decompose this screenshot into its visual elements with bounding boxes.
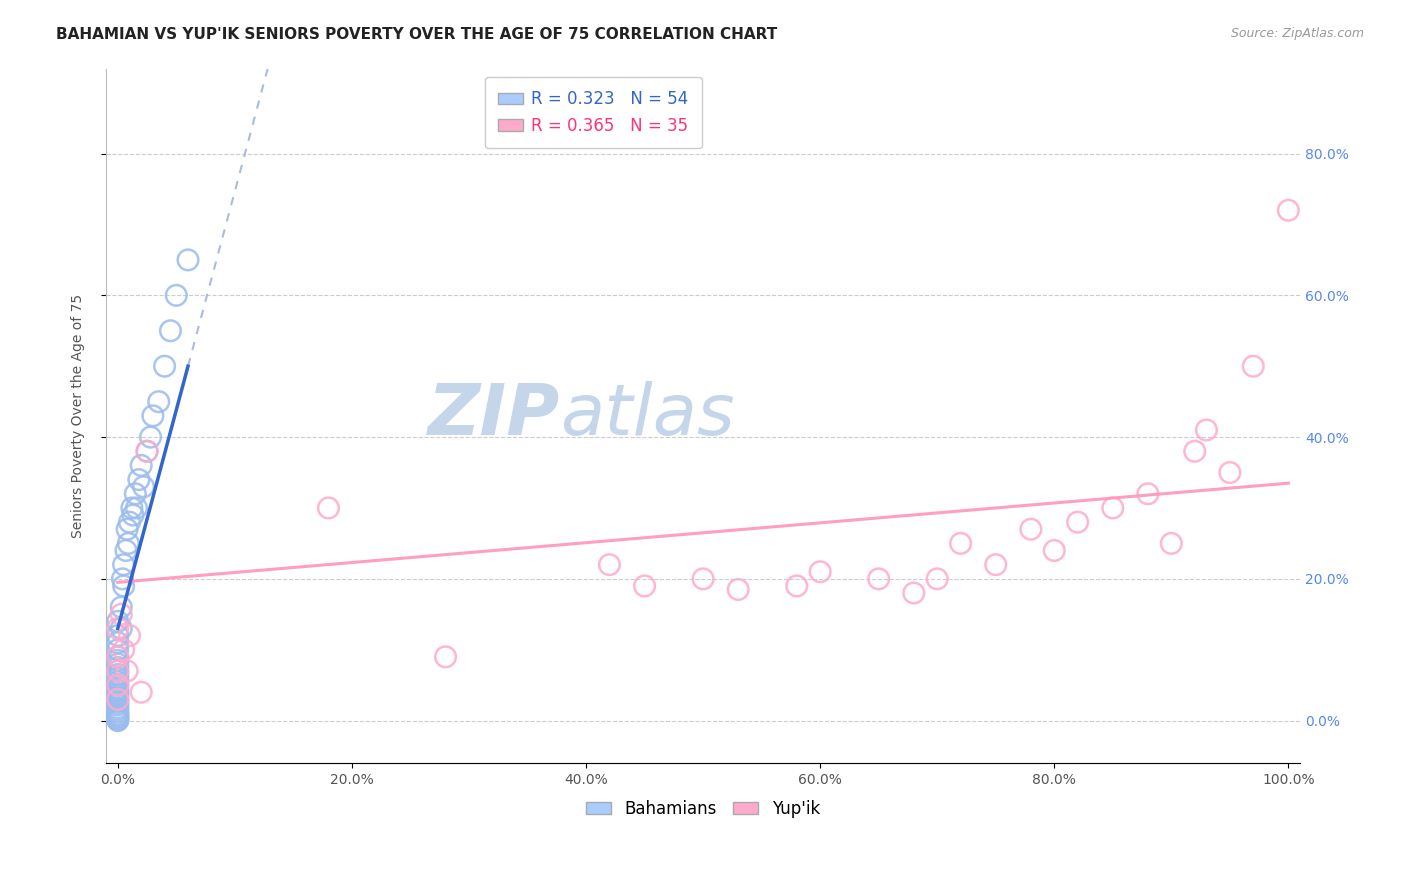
Point	[1019, 522, 1042, 536]
Point	[118, 628, 141, 642]
Point	[107, 714, 129, 728]
Point	[868, 572, 890, 586]
Point	[125, 500, 148, 515]
Point	[107, 664, 129, 678]
Point	[112, 642, 135, 657]
Point	[107, 687, 129, 701]
Text: ZIP: ZIP	[427, 381, 560, 450]
Point	[132, 480, 155, 494]
Point	[107, 711, 129, 725]
Point	[111, 572, 134, 586]
Point	[949, 536, 972, 550]
Point	[112, 579, 135, 593]
Point	[121, 500, 143, 515]
Point	[107, 674, 129, 689]
Point	[808, 565, 831, 579]
Point	[927, 572, 949, 586]
Point	[692, 572, 714, 586]
Point	[110, 622, 132, 636]
Point	[107, 698, 129, 712]
Point	[153, 359, 176, 374]
Point	[136, 444, 159, 458]
Point	[107, 615, 129, 629]
Point	[142, 409, 165, 423]
Point	[139, 430, 162, 444]
Point	[115, 543, 138, 558]
Point	[1195, 423, 1218, 437]
Text: atlas: atlas	[560, 381, 734, 450]
Text: BAHAMIAN VS YUP'IK SENIORS POVERTY OVER THE AGE OF 75 CORRELATION CHART: BAHAMIAN VS YUP'IK SENIORS POVERTY OVER …	[56, 27, 778, 42]
Point	[107, 696, 129, 710]
Point	[1043, 543, 1066, 558]
Point	[107, 707, 129, 722]
Point	[148, 394, 170, 409]
Point	[434, 649, 457, 664]
Point	[727, 582, 749, 597]
Point	[107, 660, 129, 674]
Point	[117, 536, 139, 550]
Point	[107, 713, 129, 727]
Y-axis label: Seniors Poverty Over the Age of 75: Seniors Poverty Over the Age of 75	[72, 293, 86, 538]
Point	[159, 324, 181, 338]
Point	[112, 558, 135, 572]
Point	[107, 642, 129, 657]
Point	[122, 508, 145, 522]
Point	[1136, 487, 1159, 501]
Point	[124, 487, 146, 501]
Point	[1277, 203, 1299, 218]
Point	[115, 522, 138, 536]
Point	[107, 649, 129, 664]
Point	[107, 705, 129, 719]
Point	[129, 685, 152, 699]
Point	[1184, 444, 1206, 458]
Point	[107, 708, 129, 723]
Point	[107, 703, 129, 717]
Point	[177, 252, 200, 267]
Point	[107, 653, 129, 667]
Point	[984, 558, 1007, 572]
Point	[107, 689, 129, 703]
Point	[110, 607, 132, 622]
Point	[1160, 536, 1182, 550]
Point	[1101, 500, 1123, 515]
Point	[110, 600, 132, 615]
Point	[1066, 515, 1088, 529]
Text: Source: ZipAtlas.com: Source: ZipAtlas.com	[1230, 27, 1364, 40]
Point	[107, 667, 129, 681]
Legend: Bahamians, Yup'ik: Bahamians, Yup'ik	[579, 793, 827, 824]
Point	[107, 681, 129, 696]
Point	[786, 579, 808, 593]
Point	[165, 288, 187, 302]
Point	[115, 664, 138, 678]
Point	[107, 692, 129, 706]
Point	[107, 683, 129, 698]
Point	[118, 515, 141, 529]
Point	[107, 622, 129, 636]
Point	[107, 694, 129, 708]
Point	[136, 444, 159, 458]
Point	[107, 710, 129, 724]
Point	[107, 628, 129, 642]
Point	[107, 649, 129, 664]
Point	[1241, 359, 1264, 374]
Point	[1219, 466, 1241, 480]
Point	[107, 635, 129, 649]
Point	[107, 678, 129, 692]
Point	[633, 579, 655, 593]
Point	[129, 458, 152, 473]
Point	[107, 678, 129, 692]
Point	[107, 690, 129, 705]
Point	[128, 473, 150, 487]
Point	[107, 664, 129, 678]
Point	[107, 701, 129, 715]
Point	[318, 500, 340, 515]
Point	[903, 586, 925, 600]
Point	[598, 558, 620, 572]
Point	[107, 657, 129, 671]
Point	[107, 671, 129, 685]
